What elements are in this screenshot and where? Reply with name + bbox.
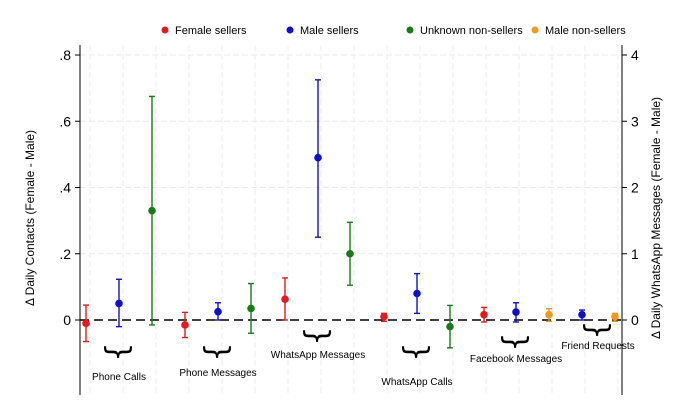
group-labels: } Phone Calls} Phone Messages} WhatsApp Mes… <box>92 320 635 388</box>
point-estimate <box>247 304 255 313</box>
y-tick-label-right: 2 <box>631 180 639 196</box>
legend-entry: Male sellers <box>300 25 359 37</box>
group-brace: } <box>300 326 335 345</box>
legend-entry: Unknown non-sellers <box>420 25 523 37</box>
point-estimate <box>346 249 354 258</box>
point-estimate <box>480 310 488 319</box>
point-estimate <box>512 308 520 316</box>
point-estimate <box>413 289 421 298</box>
y-tick-label-right: 1 <box>631 246 639 262</box>
legend-marker <box>286 26 294 34</box>
legend-marker <box>531 26 539 34</box>
point-estimate <box>281 295 289 303</box>
y-axis-title-right: Δ Daily WhatsApp Messages (Female - Male… <box>649 97 663 339</box>
group-brace: } <box>101 342 136 361</box>
point-estimate <box>214 307 222 316</box>
y-tick-label-left: .8 <box>59 47 71 63</box>
chart-marks <box>82 79 619 349</box>
y-axis-title-left: Δ Daily Contacts (Female - Male) <box>23 130 37 306</box>
group-label: Phone Calls <box>92 372 146 383</box>
axes: 0 .2 .4 .6 .8 0 1 2 3 4 <box>59 45 639 395</box>
point-estimate <box>611 312 619 321</box>
point-estimate <box>82 319 90 328</box>
group-brace: } <box>200 342 235 361</box>
group-label: WhatsApp Calls <box>381 377 452 388</box>
legend-marker <box>161 26 169 34</box>
y-tick-label-right: 3 <box>631 113 639 129</box>
legend-marker <box>406 26 414 34</box>
group-brace: } <box>580 320 615 339</box>
group-brace: } <box>498 332 533 351</box>
legend: Female sellers Male sellers Unknown non-se… <box>161 25 626 37</box>
legend-entry: Female sellers <box>175 25 247 37</box>
legend-entry: Male non-sellers <box>545 25 626 37</box>
gridlines <box>80 45 622 395</box>
y-tick-label-right: 0 <box>631 312 639 328</box>
group-label: WhatsApp Messages <box>271 350 366 361</box>
point-estimate <box>148 206 156 215</box>
group-label: Friend Requests <box>561 341 634 352</box>
point-estimate <box>115 299 123 308</box>
point-estimate <box>578 310 586 319</box>
group-label: Facebook Messages <box>470 354 562 365</box>
y-tick-label-left: .6 <box>59 113 71 129</box>
y-tick-label-left: .4 <box>59 180 71 196</box>
y-tick-label-left: .2 <box>59 246 71 262</box>
point-estimate <box>380 312 388 321</box>
group-label: Phone Messages <box>179 368 256 379</box>
point-estimate <box>446 322 454 331</box>
y-tick-label-left: 0 <box>63 312 71 328</box>
point-estimate <box>181 321 189 329</box>
y-tick-label-right: 4 <box>631 47 639 63</box>
group-brace: } <box>399 342 434 361</box>
point-estimate <box>545 310 553 319</box>
point-estimate <box>314 153 322 162</box>
